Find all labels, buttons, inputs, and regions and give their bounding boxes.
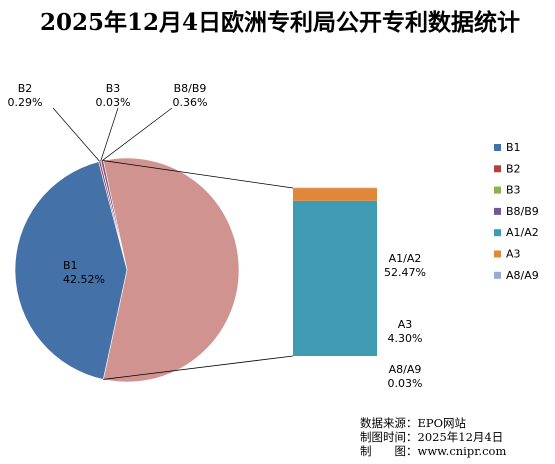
legend-swatch-b1 — [494, 144, 501, 151]
data-label-a8-a9-name: A8/A9 — [389, 363, 422, 376]
legend-label-b1: B1 — [506, 141, 521, 154]
legend-swatch-b2 — [494, 165, 501, 172]
legend-label-b2: B2 — [506, 162, 521, 175]
data-label-b8-b9-value: 0.36% — [173, 96, 208, 109]
data-label-b3-name: B3 — [106, 82, 121, 95]
legend-swatch-b3 — [494, 187, 501, 194]
bar-segment-a1-a2 — [293, 201, 377, 356]
data-label-a1-a2-name: A1/A2 — [389, 252, 422, 265]
legend-label-a1-a2: A1/A2 — [506, 226, 539, 239]
legend-swatch-a8-a9 — [494, 272, 501, 279]
legend-swatch-a3 — [494, 251, 501, 258]
data-label-a8-a9-value: 0.03% — [388, 377, 423, 390]
data-label-a3-name: A3 — [398, 318, 413, 331]
pie — [15, 158, 239, 382]
data-label-a1-a2-value: 52.47% — [384, 266, 426, 279]
source-line-2: 制图时间：2025年12月4日 — [360, 430, 503, 444]
legend-label-b3: B3 — [506, 184, 521, 197]
leader-line-b2 — [53, 108, 100, 161]
source-line-3: 制 图：www.cnipr.com — [360, 444, 506, 458]
data-label-b3-value: 0.03% — [96, 96, 131, 109]
legend: B1 B2 B3 B8/B9 A1/A2 A3 A8/A9 — [494, 141, 539, 282]
data-label-b8-b9-name: B8/B9 — [174, 82, 207, 95]
data-label-a3-value: 4.30% — [388, 332, 423, 345]
source-line-1: 数据来源：EPO网站 — [360, 416, 467, 430]
bar-segment-a3 — [293, 188, 377, 201]
legend-swatch-b8-b9 — [494, 208, 501, 215]
data-label-b2-value: 0.29% — [8, 96, 43, 109]
legend-label-b8-b9: B8/B9 — [506, 205, 539, 218]
data-label-b2-name: B2 — [18, 82, 33, 95]
leader-line-b8-b9 — [102, 108, 172, 161]
legend-swatch-a1-a2 — [494, 229, 501, 236]
legend-label-a8-a9: A8/A9 — [506, 269, 539, 282]
source-note: 数据来源：EPO网站 制图时间：2025年12月4日 制 图：www.cnipr… — [360, 416, 506, 458]
leader-line-b3 — [101, 108, 118, 161]
chart-title: 2025年12月4日欧洲专利局公开专利数据统计 — [40, 9, 520, 36]
data-label-b1-name: B1 — [63, 259, 78, 272]
stacked-bar — [293, 188, 377, 356]
legend-label-a3: A3 — [506, 248, 521, 261]
data-label-b1-value: 42.52% — [63, 273, 105, 286]
